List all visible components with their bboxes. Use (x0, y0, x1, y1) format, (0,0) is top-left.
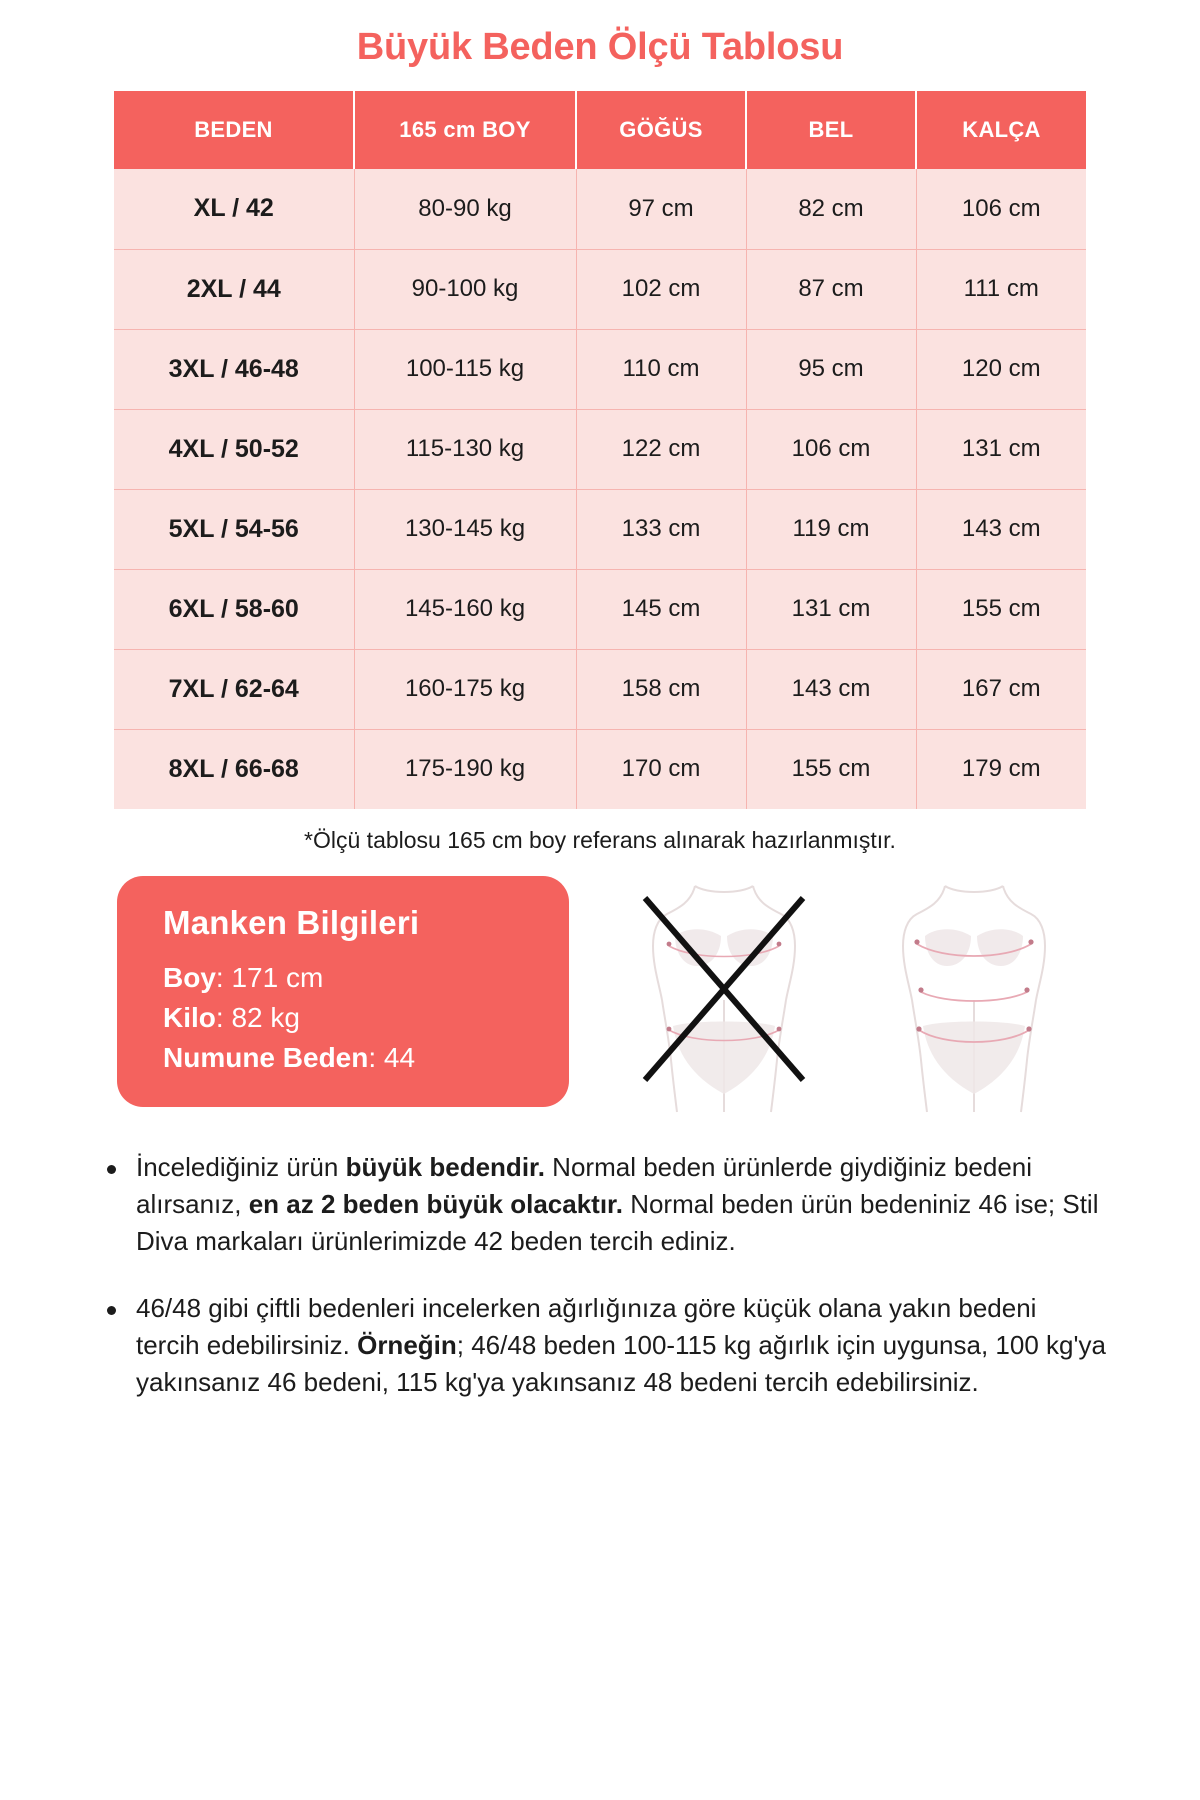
size-chart-page: Büyük Beden Ölçü Tablosu BEDEN 165 cm BO… (75, 0, 1125, 1400)
cell-kalca: 131 cm (916, 409, 1086, 490)
cell-gogus: 122 cm (576, 409, 747, 490)
model-height-label: Boy (163, 962, 216, 993)
cell-bel: 155 cm (746, 729, 917, 809)
cell-kalca: 167 cm (916, 649, 1086, 730)
cell-kalca: 120 cm (916, 329, 1086, 410)
table-footnote: *Ölçü tablosu 165 cm boy referans alınar… (304, 827, 896, 853)
cell-bel: 82 cm (746, 169, 917, 250)
model-sample-size-line: Numune Beden: 44 (163, 1038, 569, 1078)
column-header-kalca: KALÇA (916, 91, 1086, 169)
cell-beden: 6XL / 58-60 (114, 569, 355, 650)
cell-kalca: 111 cm (916, 249, 1086, 330)
list-item: İncelediğiniz ürün büyük bedendir. Norma… (93, 1149, 1107, 1260)
table-row: 4XL / 50-52 115-130 kg 122 cm 106 cm 131… (114, 409, 1086, 490)
column-header-gogus: GÖĞÜS (576, 91, 747, 169)
table-row: 7XL / 62-64 160-175 kg 158 cm 143 cm 167… (114, 649, 1086, 730)
cell-bel: 87 cm (746, 249, 917, 330)
cell-beden: 4XL / 50-52 (114, 409, 355, 490)
table-row: 3XL / 46-48 100-115 kg 110 cm 95 cm 120 … (114, 329, 1086, 410)
model-weight-label: Kilo (163, 1001, 216, 1033)
model-height-value: : 171 cm (215, 962, 324, 993)
cell-boy: 160-175 kg (354, 649, 577, 730)
body-outline-icon (901, 885, 1047, 1113)
cell-bel: 131 cm (746, 569, 917, 650)
cell-kalca: 155 cm (916, 569, 1086, 650)
table-row: 6XL / 58-60 145-160 kg 145 cm 131 cm 155… (114, 569, 1086, 650)
table-header: BEDEN 165 cm BOY GÖĞÜS BEL KALÇA (114, 91, 1086, 169)
model-height-line: Boy: 171 cm (163, 958, 569, 998)
incorrect-measurement-figure (629, 880, 819, 1115)
body-outline-icon (651, 885, 797, 1113)
table-row: 2XL / 44 90-100 kg 102 cm 87 cm 111 cm (114, 249, 1086, 330)
cell-boy: 145-160 kg (354, 569, 577, 650)
cell-beden: 2XL / 44 (114, 249, 355, 330)
table-row: XL / 42 80-90 kg 97 cm 82 cm 106 cm (114, 169, 1086, 250)
cell-gogus: 133 cm (576, 489, 747, 570)
cross-out-x-icon (642, 896, 806, 1082)
model-info-section: Manken Bilgileri Boy: 171 cm Kilo: 82 kg… (117, 876, 1083, 1115)
table-header-row: BEDEN 165 cm BOY GÖĞÜS BEL KALÇA (114, 91, 1086, 169)
cell-bel: 95 cm (746, 329, 917, 410)
note-text-1: İncelediğiniz ürün büyük bedendir. Norma… (136, 1152, 1099, 1256)
correct-measurement-figure (879, 880, 1069, 1115)
model-info-card: Manken Bilgileri Boy: 171 cm Kilo: 82 kg… (117, 876, 569, 1108)
cell-gogus: 97 cm (576, 169, 747, 250)
bullet-dot-icon (107, 1305, 116, 1315)
model-weight-value: : 82 kg (215, 1001, 300, 1033)
bullet-dot-icon (107, 1165, 116, 1174)
cell-gogus: 170 cm (576, 729, 747, 809)
model-info-heading: Manken Bilgileri (163, 904, 420, 941)
column-header-boy: 165 cm BOY (354, 91, 577, 169)
cell-bel: 119 cm (746, 489, 917, 570)
cell-gogus: 145 cm (576, 569, 747, 650)
cell-boy: 100-115 kg (354, 329, 577, 410)
column-header-bel: BEL (746, 91, 917, 169)
cell-boy: 90-100 kg (354, 249, 577, 330)
cell-beden: 5XL / 54-56 (114, 489, 355, 570)
cell-beden: 7XL / 62-64 (114, 649, 355, 730)
table-row: 8XL / 66-68 175-190 kg 170 cm 155 cm 179… (114, 729, 1086, 809)
table-row: 5XL / 54-56 130-145 kg 133 cm 119 cm 143… (114, 489, 1086, 570)
page-title: Büyük Beden Ölçü Tablosu (356, 26, 844, 68)
cell-boy: 130-145 kg (354, 489, 577, 570)
size-table: BEDEN 165 cm BOY GÖĞÜS BEL KALÇA XL / 42… (114, 91, 1086, 809)
cell-beden: 8XL / 66-68 (114, 729, 355, 809)
model-sample-size-label: Numune Beden (163, 1041, 369, 1073)
note-text-2: 46/48 gibi çiftli bedenleri incelerken a… (136, 1292, 1106, 1397)
cell-bel: 143 cm (746, 649, 917, 730)
cell-kalca: 179 cm (916, 729, 1086, 809)
cell-kalca: 143 cm (916, 489, 1086, 570)
cell-beden: 3XL / 46-48 (114, 329, 355, 410)
cell-kalca: 106 cm (916, 169, 1086, 250)
measurement-figures (593, 876, 1069, 1115)
cell-gogus: 110 cm (576, 329, 747, 410)
cell-beden: XL / 42 (114, 169, 355, 250)
table-body: XL / 42 80-90 kg 97 cm 82 cm 106 cm 2XL … (114, 169, 1086, 809)
column-header-beden: BEDEN (114, 91, 355, 169)
cell-gogus: 102 cm (576, 249, 747, 330)
cell-bel: 106 cm (746, 409, 917, 490)
cell-gogus: 158 cm (576, 649, 747, 730)
list-item: 46/48 gibi çiftli bedenleri incelerken a… (93, 1290, 1107, 1401)
cell-boy: 115-130 kg (354, 409, 577, 490)
cell-boy: 80-90 kg (354, 169, 577, 250)
model-sample-size-value: : 44 (368, 1041, 416, 1073)
cell-boy: 175-190 kg (354, 729, 577, 809)
model-weight-line: Kilo: 82 kg (163, 998, 569, 1038)
notes-list: İncelediğiniz ürün büyük bedendir. Norma… (93, 1149, 1107, 1400)
